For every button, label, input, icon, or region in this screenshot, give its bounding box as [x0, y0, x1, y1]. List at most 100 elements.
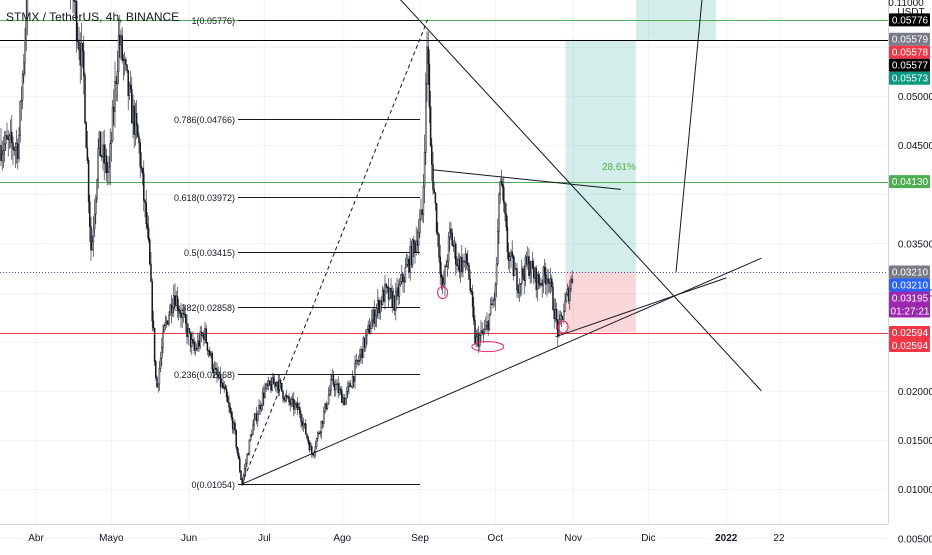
candle-body	[445, 265, 447, 268]
candle-body	[146, 223, 149, 228]
candle-body	[397, 287, 399, 297]
candle-body	[411, 239, 414, 266]
candle-body	[420, 209, 422, 220]
candle-body	[228, 402, 230, 408]
candle-body	[19, 101, 21, 136]
candle-body	[351, 376, 354, 388]
fib-level-label: 0.5(0.03415)	[184, 248, 235, 258]
candle-body	[77, 39, 79, 43]
candle-body	[175, 295, 177, 306]
candle-body	[493, 299, 495, 301]
candle-body	[197, 340, 199, 349]
time-axis-tick-label: Oct	[488, 533, 504, 544]
price-tag	[889, 326, 930, 340]
candle-body	[79, 49, 81, 66]
candle-body	[236, 446, 239, 454]
candle-body	[353, 376, 355, 382]
candle-body	[122, 59, 125, 61]
candle-body	[391, 291, 393, 308]
candle-body	[313, 451, 315, 456]
time-axis-tick-label: Dic	[641, 533, 655, 544]
price-tag-label: 0.03195	[892, 293, 929, 304]
candle-body	[282, 390, 284, 399]
candle-body	[567, 288, 570, 301]
trendlines[interactable]	[36, 0, 762, 485]
candle-body	[80, 42, 83, 66]
candle-body	[140, 166, 143, 169]
candle-body	[161, 347, 163, 359]
candle-body	[103, 144, 105, 164]
candle-body	[318, 432, 320, 435]
candle-body	[300, 413, 302, 422]
candle-body	[441, 277, 444, 286]
candle-body	[455, 243, 457, 265]
candle-body	[263, 392, 265, 398]
time-axis-tick-label: Jul	[258, 533, 271, 544]
candle-body	[162, 331, 164, 348]
candle-body	[507, 251, 510, 262]
candle-body	[335, 384, 337, 391]
candle-body	[561, 315, 564, 320]
candle-body	[344, 398, 347, 405]
candle-body	[443, 282, 445, 286]
candle-body	[431, 145, 433, 165]
candle-body	[474, 320, 476, 344]
candle-body	[519, 283, 522, 285]
candle-body	[338, 388, 341, 393]
price-tag	[889, 58, 930, 72]
candle-body	[137, 124, 139, 137]
candle-body	[275, 382, 277, 387]
price-axis-tick-label: 0.02000	[898, 387, 932, 398]
candle-body	[1, 153, 3, 161]
candle-body	[168, 314, 170, 325]
candle-body	[90, 226, 92, 251]
candle-body	[132, 105, 134, 124]
candle-body	[410, 246, 413, 266]
candle-body	[459, 257, 462, 272]
candle-body	[446, 261, 449, 267]
fib-level-label: 0.236(0.02168)	[174, 370, 235, 380]
fib-level-label: 1(0.05776)	[191, 16, 235, 26]
candle-body	[114, 81, 116, 112]
position-stop-zone	[565, 271, 636, 333]
candle-body	[150, 263, 152, 282]
candle-body	[409, 246, 411, 273]
price-tags: 0.085880.085820.064230.057760.055790.055…	[889, 13, 930, 353]
candle-body	[492, 300, 494, 305]
candle-body	[337, 383, 339, 393]
candle-body	[396, 287, 398, 292]
candle-body	[392, 295, 395, 308]
candle-body	[323, 411, 325, 424]
candle-body	[288, 396, 290, 402]
candle-body	[287, 396, 289, 398]
candle-body	[198, 340, 200, 347]
candle-body	[512, 255, 515, 277]
candle-body	[482, 331, 485, 334]
candle-body	[144, 200, 146, 203]
candle-body	[399, 281, 402, 285]
candle-body	[199, 331, 201, 347]
candle-body	[372, 309, 374, 321]
time-axis[interactable]: Abr Mayo Jun Jul Ago Sep Oct Nov Dic 2022 22	[28, 533, 785, 544]
marker-ellipse	[437, 286, 449, 300]
candle-body	[333, 384, 336, 391]
candle-body	[78, 41, 80, 51]
markers	[437, 286, 569, 353]
candle-body	[549, 278, 552, 283]
price-tag	[889, 339, 930, 353]
candle-body	[192, 339, 194, 343]
candle-body	[224, 386, 227, 390]
price-tag	[889, 45, 930, 59]
candle-body	[186, 322, 188, 337]
candle-body	[481, 330, 483, 334]
candle-body	[188, 328, 191, 333]
candle-body	[450, 228, 452, 234]
fib-retracement[interactable]: 1.618(0.08694)1(0.05776)0.786(0.04766)0.…	[174, 0, 420, 490]
candle-body	[467, 262, 469, 266]
candle-body	[447, 236, 450, 262]
candle-body	[189, 331, 192, 347]
candle-body	[525, 256, 528, 265]
candle-body	[417, 232, 420, 246]
